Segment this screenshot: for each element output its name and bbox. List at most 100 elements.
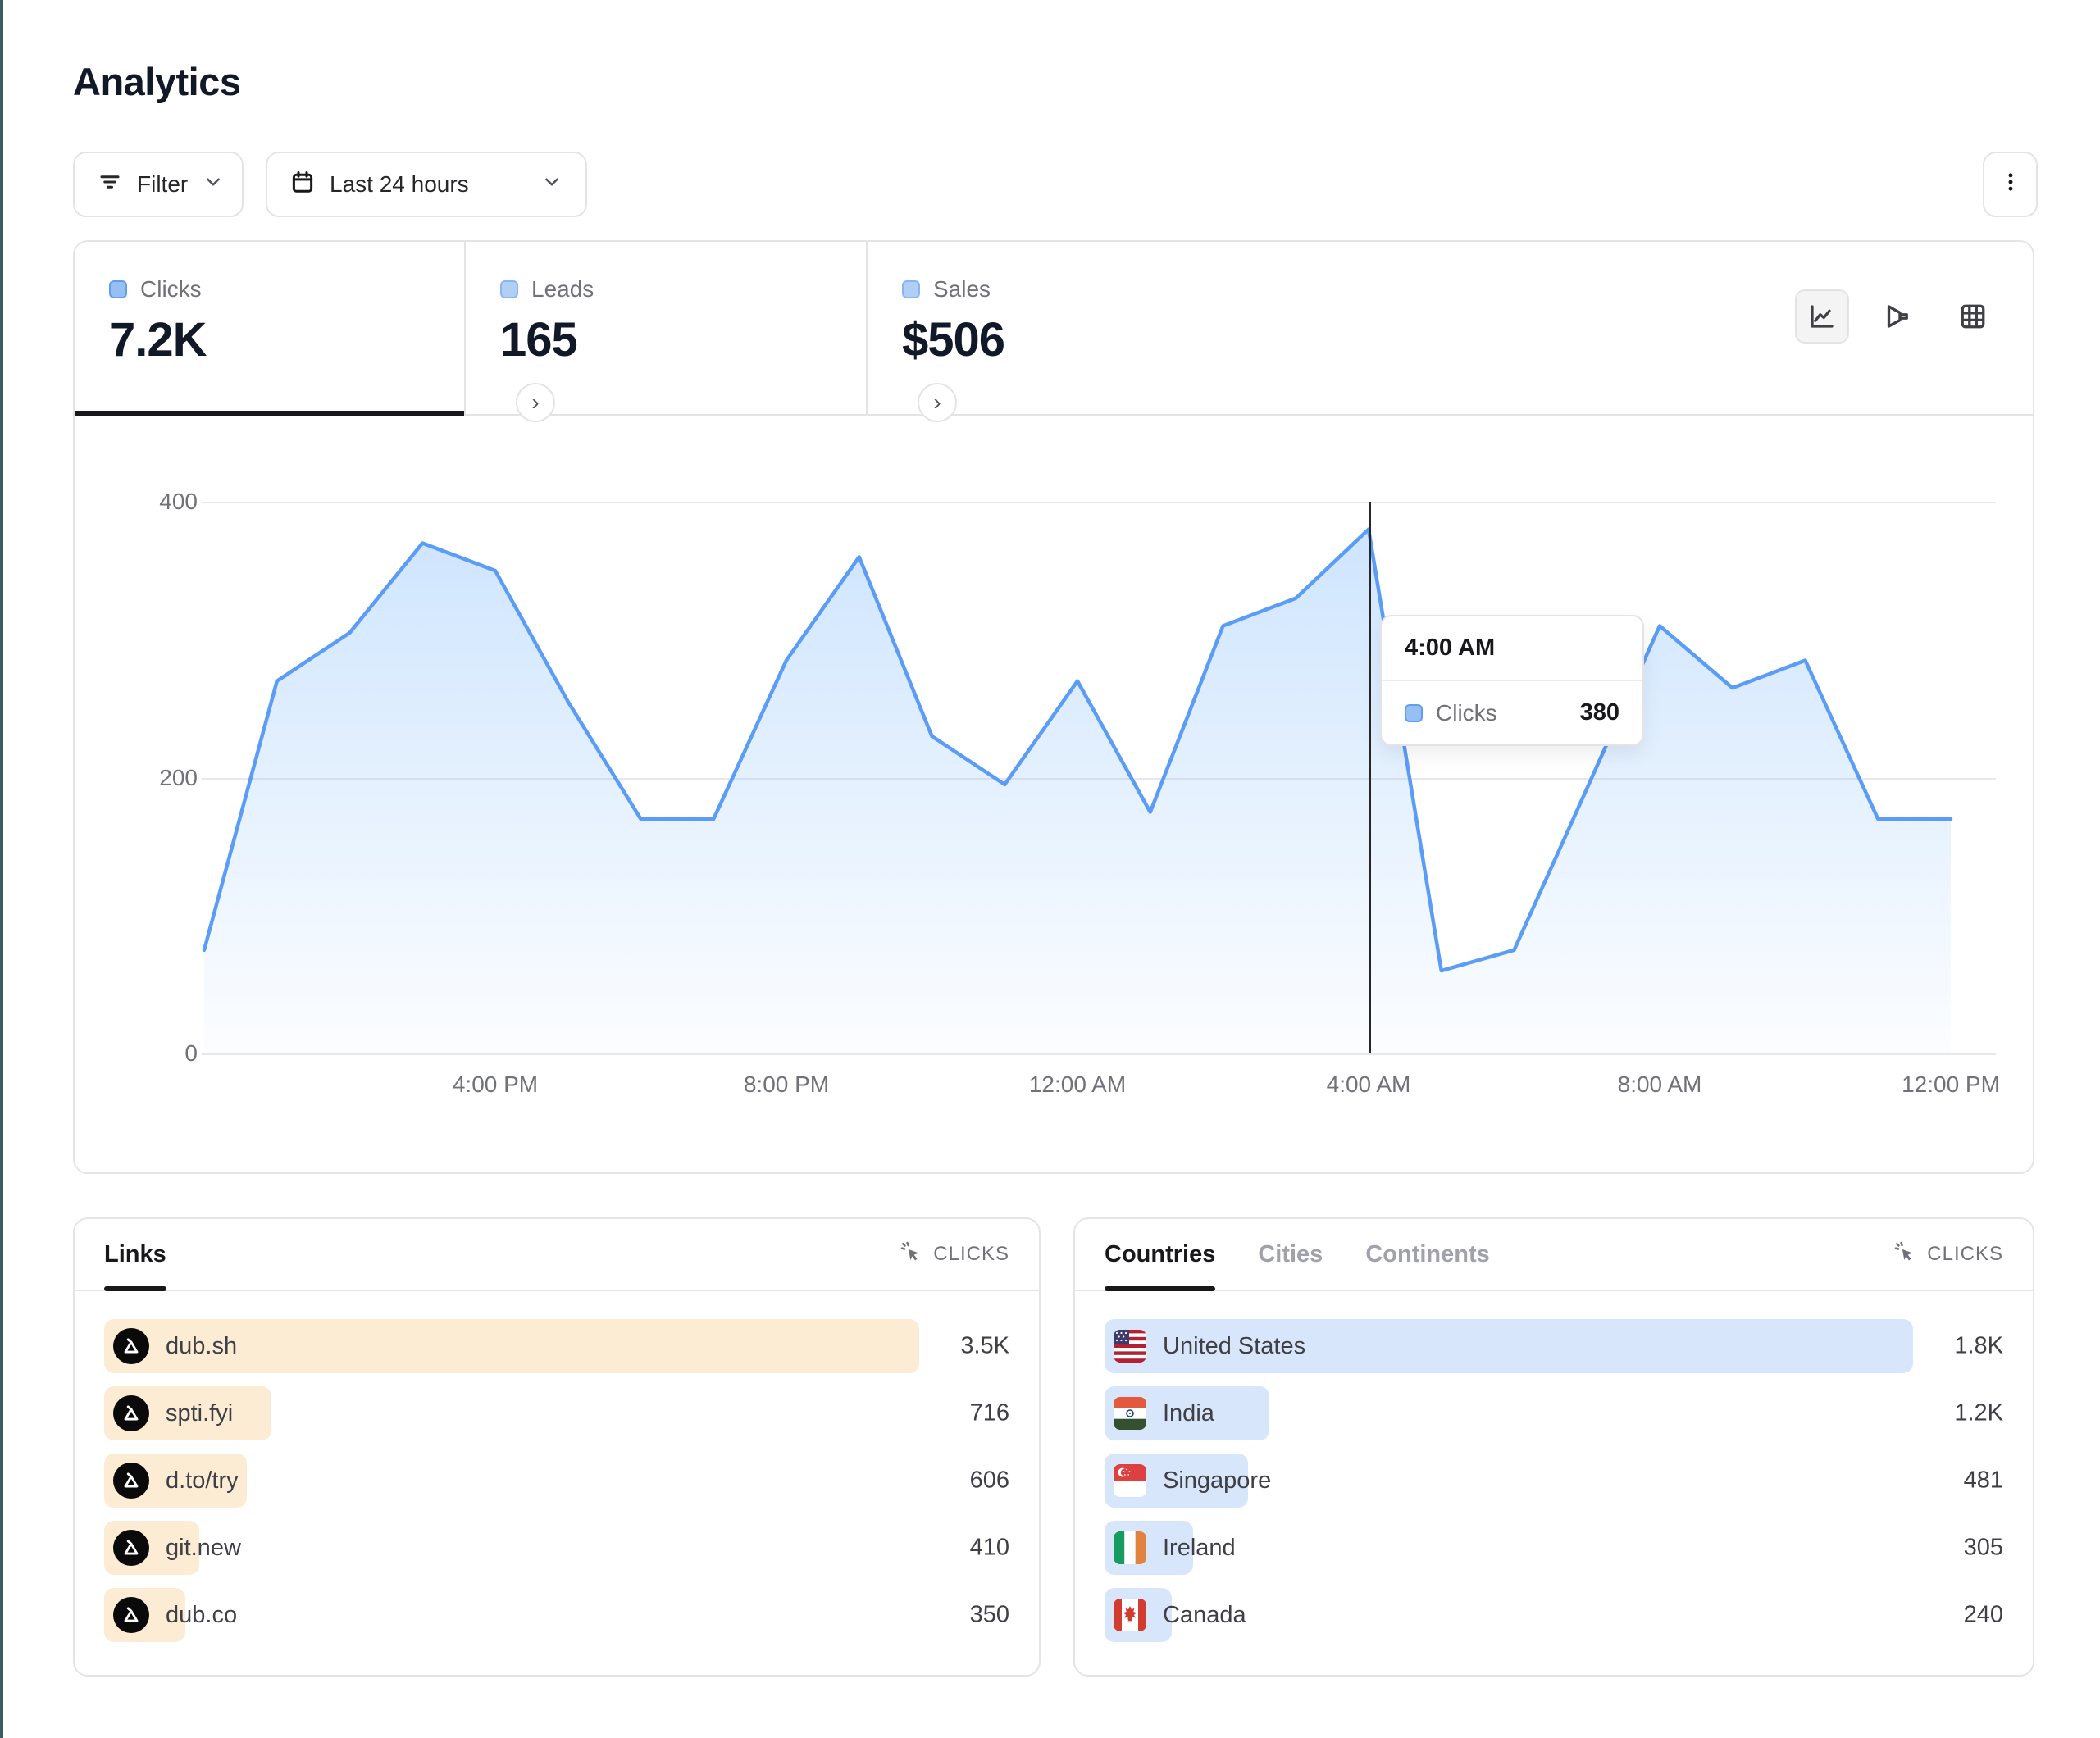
link-label: git.new (166, 1534, 241, 1561)
analytics-chart-card: Clicks 7.2K Leads 165 Sales $506 (73, 240, 2034, 1174)
country-label: India (1163, 1399, 1214, 1426)
gridline-y-0 (202, 1053, 1996, 1055)
country-row[interactable]: Canada 240 (1105, 1588, 2003, 1642)
country-label: Singapore (1163, 1467, 1272, 1494)
country-row[interactable]: India 1.2K (1105, 1386, 2003, 1440)
value-bar (1105, 1319, 1913, 1373)
cursor-click-icon (1893, 1240, 1917, 1270)
sales-label: Sales (933, 276, 991, 302)
filter-button[interactable]: Filter (73, 152, 244, 217)
link-clicks-count: 410 (969, 1534, 1009, 1561)
link-row[interactable]: dub.co 350 (104, 1588, 1009, 1642)
leads-label: Leads (531, 276, 594, 302)
stats-tabs: Clicks 7.2K Leads 165 Sales $506 (75, 242, 2033, 416)
chart-tooltip: 4:00 AM Clicks 380 (1380, 615, 1644, 746)
x-axis-tick: 12:00 AM (1028, 1071, 1127, 1097)
sales-value: $506 (902, 313, 1005, 366)
country-clicks-count: 240 (1963, 1601, 2003, 1628)
countries-panel: Countries Cities Continents CLICKS Unite… (1073, 1217, 2034, 1677)
country-label: Ireland (1163, 1534, 1236, 1561)
links-metric-selector[interactable]: CLICKS (899, 1240, 1009, 1270)
funnel-view-button[interactable] (1870, 289, 1925, 344)
more-options-button[interactable] (1983, 152, 2038, 217)
link-row[interactable]: git.new 410 (104, 1521, 1009, 1575)
page-title: Analytics (73, 60, 241, 103)
link-clicks-count: 606 (969, 1467, 1009, 1494)
y-axis-tick: 200 (159, 764, 198, 790)
link-clicks-count: 3.5K (960, 1332, 1009, 1359)
country-row[interactable]: Ireland 305 (1105, 1521, 2003, 1575)
value-bar (104, 1319, 919, 1373)
tab-continents[interactable]: Continents (1365, 1240, 1490, 1267)
x-axis-tick: 8:00 PM (743, 1071, 830, 1097)
line-chart-view-button[interactable] (1795, 289, 1849, 344)
us-flag-icon (1114, 1330, 1146, 1363)
dub-logo-icon (113, 1463, 149, 1499)
country-label: United States (1163, 1332, 1306, 1359)
link-row[interactable]: d.to/try 606 (104, 1454, 1009, 1508)
link-clicks-count: 350 (969, 1601, 1009, 1628)
tooltip-value: 380 (1579, 699, 1619, 726)
x-axis-tick: 4:00 PM (452, 1071, 539, 1097)
x-axis-tick: 4:00 AM (1326, 1071, 1411, 1097)
country-clicks-count: 481 (1963, 1467, 2003, 1494)
clicks-value: 7.2K (109, 313, 207, 366)
country-clicks-count: 305 (1963, 1534, 2003, 1561)
date-range-label: Last 24 hours (330, 171, 469, 197)
tab-leads[interactable]: Leads 165 (466, 242, 868, 414)
tooltip-legend-swatch (1405, 703, 1423, 722)
expand-leads-chevron[interactable]: › (918, 383, 957, 422)
clicks-label: Clicks (140, 276, 202, 302)
link-row[interactable]: spti.fyi 716 (104, 1386, 1009, 1440)
dub-logo-icon (113, 1530, 149, 1566)
clicks-area-chart[interactable] (202, 494, 1996, 1053)
countries-metric-selector[interactable]: CLICKS (1893, 1240, 2003, 1270)
tab-clicks[interactable]: Clicks 7.2K (75, 242, 466, 416)
clicks-line (202, 527, 1953, 973)
country-row[interactable]: United States 1.8K (1105, 1319, 2003, 1373)
cursor-click-icon (899, 1240, 923, 1270)
y-axis-tick: 0 (184, 1040, 198, 1066)
link-row[interactable]: dub.sh 3.5K (104, 1319, 1009, 1373)
gridline-y-400 (202, 502, 1996, 503)
calendar-icon (290, 170, 315, 200)
link-label: dub.co (166, 1601, 238, 1628)
filter-icon (98, 170, 122, 200)
table-view-button[interactable] (1946, 289, 2000, 344)
chevron-down-icon (541, 171, 563, 198)
x-axis-tick: 12:00 PM (1902, 1071, 2000, 1097)
tab-links[interactable]: Links (104, 1219, 166, 1291)
ie-flag-icon (1114, 1531, 1146, 1564)
in-flag-icon (1114, 1397, 1146, 1430)
country-row[interactable]: Singapore 481 (1105, 1454, 2003, 1508)
grid-table-icon (1961, 304, 1985, 329)
link-label: d.to/try (166, 1467, 239, 1494)
clicks-legend-swatch (109, 280, 127, 298)
kebab-menu-icon (1999, 171, 2022, 199)
leads-legend-swatch (500, 280, 518, 298)
country-label: Canada (1163, 1601, 1246, 1628)
link-clicks-count: 716 (969, 1399, 1009, 1426)
tooltip-time: 4:00 AM (1382, 616, 1642, 681)
x-axis-tick: 8:00 AM (1617, 1071, 1702, 1097)
sg-flag-icon (1114, 1464, 1146, 1497)
tab-cities[interactable]: Cities (1258, 1240, 1323, 1267)
tab-countries[interactable]: Countries (1105, 1219, 1216, 1291)
expand-clicks-chevron[interactable]: › (516, 383, 555, 422)
link-label: dub.sh (166, 1332, 238, 1359)
country-clicks-count: 1.8K (1954, 1332, 2003, 1359)
date-range-button[interactable]: Last 24 hours (266, 152, 587, 217)
line-chart-icon (1811, 305, 1834, 328)
tab-sales[interactable]: Sales $506 (868, 242, 1253, 414)
chevron-down-icon (203, 171, 224, 198)
links-panel: Links CLICKS dub.sh 3.5K spti.fyi 716 d.to/t… (73, 1217, 1041, 1677)
dub-logo-icon (113, 1328, 149, 1364)
area-fill (204, 529, 1951, 1053)
y-axis-tick: 400 (159, 489, 198, 514)
link-label: spti.fyi (166, 1399, 234, 1426)
country-clicks-count: 1.2K (1954, 1399, 2003, 1426)
ca-flag-icon (1114, 1599, 1146, 1631)
leads-value: 165 (500, 313, 578, 366)
sales-legend-swatch (902, 280, 920, 298)
filter-label: Filter (137, 171, 189, 197)
